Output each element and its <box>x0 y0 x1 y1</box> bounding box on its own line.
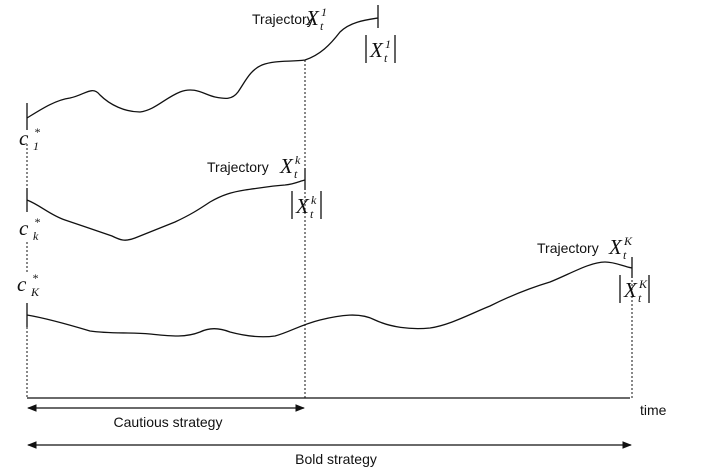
math-symbol: X <box>305 6 320 30</box>
trajectory-curve <box>26 179 306 241</box>
math-subscript: t <box>638 291 642 305</box>
math-symbol: X <box>295 194 310 218</box>
math-symbol: X <box>279 154 294 178</box>
math-superscript: 1 <box>385 37 391 51</box>
math-symbol: X <box>608 235 623 259</box>
math-superscript: * <box>34 125 40 139</box>
math-superscript: K <box>623 234 633 248</box>
trajectory-label: Trajectory <box>207 159 269 175</box>
math-subscript: k <box>33 229 39 243</box>
math-subscript: 1 <box>33 139 39 153</box>
math-superscript: k <box>295 153 301 167</box>
math-symbol: c <box>19 126 29 150</box>
axis-label: time <box>640 402 667 418</box>
math-symbol: X <box>623 278 638 302</box>
trajectory-curve <box>26 17 379 119</box>
math-superscript: * <box>32 271 38 285</box>
math-superscript: k <box>311 193 317 207</box>
strategy-label: Bold strategy <box>295 451 377 467</box>
math-subscript: t <box>310 207 314 221</box>
math-symbol: c <box>17 272 27 296</box>
trajectory-label: Trajectory <box>537 240 599 256</box>
math-superscript: K <box>638 277 648 291</box>
math-superscript: 1 <box>321 5 327 19</box>
math-superscript: * <box>34 215 40 229</box>
math-subscript: t <box>294 167 298 181</box>
strategy-label: Cautious strategy <box>114 414 223 430</box>
trajectory-label: Trajectory <box>252 11 314 27</box>
math-symbol: c <box>19 216 29 240</box>
math-symbol: X <box>369 38 384 62</box>
math-subscript: K <box>30 285 40 299</box>
trajectory-curve <box>26 261 633 338</box>
math-subscript: t <box>384 51 388 65</box>
math-subscript: t <box>320 19 324 33</box>
math-subscript: t <box>623 248 627 262</box>
